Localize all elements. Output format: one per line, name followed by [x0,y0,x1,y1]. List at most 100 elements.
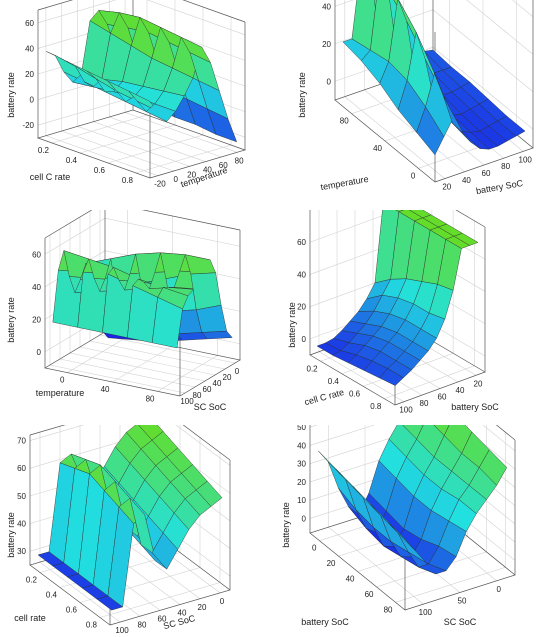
y-tick-label: 40 [101,385,110,394]
surface-plot-1: -200204060800.80.60.40.2-200204060temper… [6,0,247,189]
x-tick-label: 80 [138,620,147,629]
box-top [29,425,231,461]
z-tick-label: 30 [297,460,306,469]
y-axis-label: temperature [320,174,370,192]
z-axis-label: battery rate [281,502,291,548]
y-tick-label: 0.2 [38,146,50,155]
z-axis-label: battery rate [287,302,297,348]
surface-patch [351,0,377,51]
y-axis-label: temperature [36,388,85,398]
z-tick-label: 20 [297,478,306,487]
y-axis-label: battery SoC [301,617,349,627]
x-tick-label: 20 [223,373,232,382]
surface-patch [370,0,398,62]
x-tick-label: 100 [115,626,129,635]
surface-plot-2: 20406080100040800204060battery SoCtemper… [297,0,534,196]
x-tick-label: 0 [235,367,240,376]
z-tick-label: 70 [17,437,26,446]
y-tick-label: 0.6 [349,389,361,398]
z-tick-label: 60 [25,19,34,28]
x-tick-label: 100 [419,608,433,617]
y-tick-label: 0.6 [66,606,78,615]
z-tick-label: 40 [25,44,34,53]
z-tick-label: 0 [37,348,42,357]
z-axis-label: battery rate [6,297,16,343]
z-tick-label: 40 [322,2,331,11]
x-tick-label: 50 [458,597,467,606]
x-tick-label: 60 [482,169,491,178]
surface-patch [207,108,238,143]
tick-labels: 100 80 60 40 20 0.8 0.6 0.4 0.2 0 20 40 60 [297,238,483,414]
z-tick-label: 60 [32,250,41,259]
z-tick-label: 0 [302,514,307,523]
surface-patch [201,330,233,340]
z-tick-label: 60 [17,464,26,473]
z-tick-label: 0 [302,335,307,344]
surface-patch [196,304,227,333]
x-tick-label: 40 [203,166,212,175]
z-tick-label: 0 [30,96,35,105]
z-axis-label: battery rate [297,72,307,118]
tick-labels: 20406080100040800204060 [322,2,532,191]
grid-line [37,0,246,36]
y-tick-label: 0 [411,171,416,180]
x-axis-label: SC SoC [194,402,227,412]
x-tick-label: 100 [180,397,194,406]
y-tick-label: 20 [327,559,336,568]
x-tick-label: 40 [456,386,465,395]
chart-panel-5: 100 80 60 40 20 0 0.8 0.6 0.4 0.2 30 40 50 60 70 SC SoC… [0,425,275,637]
surface [52,250,233,349]
y-tick-label: 60 [365,590,374,599]
z-tick-label: 20 [297,303,306,312]
surface [46,10,238,143]
box-top [37,0,246,23]
y-tick-label: 0.4 [66,156,78,165]
y-tick-label: 40 [373,144,382,153]
grid-line [29,425,231,466]
y-axis-label: cell C rate [303,387,345,407]
x-tick-label: 60 [203,385,212,394]
x-tick-label: 80 [420,399,429,408]
x-tick-label: 60 [438,393,447,402]
surface [37,425,223,611]
tick-labels: -20 0 20 40 60 80 0.8 0.6 0.4 0.2 -20 0 20 40 60 [22,19,244,189]
y-axis-label: cell rate [14,613,46,623]
surface-patch [478,449,508,486]
y-tick-label: 0.6 [94,166,106,175]
z-tick-label: 50 [297,425,306,432]
z-tick-label: 10 [297,496,306,505]
x-tick-label: 100 [399,406,413,415]
x-axis-label: battery SoC [451,402,499,412]
x-tick-label: 0 [496,585,501,594]
z-tick-label: 20 [322,40,331,49]
y-tick-label: 80 [340,117,349,126]
surface-plot-4: 100 80 60 40 20 0.8 0.6 0.4 0.2 0 20 40 60 battery So… [287,210,499,415]
x-tick-label: 20 [198,603,207,612]
x-tick-label: 0 [174,175,179,184]
x-tick-label: 80 [235,156,244,165]
y-tick-label: 80 [384,605,393,614]
y-tick-label: 0 [312,544,317,553]
y-tick-label: 0.4 [328,377,340,386]
x-tick-label: 80 [501,162,510,171]
x-tick-label: 60 [219,161,228,170]
y-tick-label: 0.8 [122,176,134,185]
y-tick-label: 0.8 [370,402,382,411]
surface-patch [184,254,216,275]
surface-plot-6: 1005008060402000102030405060SC SoCbatter… [281,425,516,627]
y-tick-label: 0.8 [86,621,98,630]
x-tick-label: 40 [213,379,222,388]
surface-patch [497,115,526,137]
surface [318,425,508,575]
y-tick-label: 40 [346,575,355,584]
y-tick-label: 0 [60,376,65,385]
z-tick-label: 50 [17,492,26,501]
grid-line [482,425,516,452]
z-tick-label: 40 [32,283,41,292]
x-tick-label: 80 [193,391,202,400]
z-tick-label: 20 [25,70,34,79]
y-tick-label: 0.4 [46,591,58,600]
